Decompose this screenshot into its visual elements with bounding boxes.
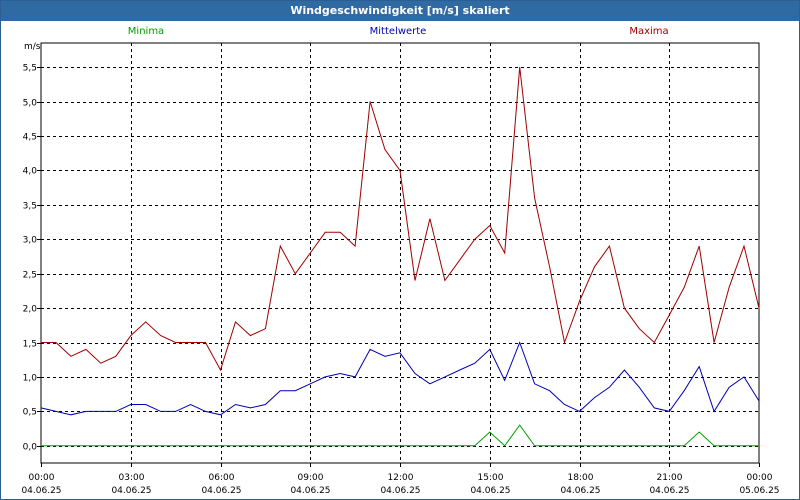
- line-chart: 0,0 0,5 1,0 1,5 2,0 2,5 3,0 3,5 4,0 4,5 5,0 5,5 00:…: [21, 26, 779, 496]
- y-tick-label: 1,0: [23, 374, 38, 384]
- axes: [37, 42, 760, 467]
- x-tick-date: 04.06.25: [560, 486, 600, 496]
- x-tick-time: 06:00: [209, 473, 235, 483]
- y-tick-label: 0,5: [23, 408, 37, 418]
- x-tick-date: 04.06.25: [470, 486, 510, 496]
- series-line-minima: [41, 424, 759, 447]
- window-title: Windgeschwindigkeit [m/s] skaliert: [1, 1, 799, 21]
- x-tick-time: 09:00: [298, 473, 324, 483]
- y-tick-label: 4,5: [23, 133, 37, 143]
- y-tick-label: 1,5: [23, 340, 37, 350]
- x-tick-time: 15:00: [478, 473, 504, 483]
- x-tick-time: 18:00: [568, 473, 594, 483]
- x-tick-date: 04.06.25: [21, 486, 61, 496]
- x-tick-time: 21:00: [657, 473, 683, 483]
- x-tick-time: 00:00: [747, 473, 773, 483]
- x-tick-date: 04.06.25: [649, 486, 689, 496]
- x-axis-ticks: 00:00 04.06.25 03:00 04.06.25 06:00 04.06.25 0…: [21, 473, 779, 496]
- x-tick-time: 03:00: [119, 473, 145, 483]
- y-tick-label: 3,0: [23, 236, 38, 246]
- legend-maxima: Maxima: [629, 26, 668, 37]
- x-tick-date: 04.06.25: [111, 486, 151, 496]
- y-tick-label: 3,5: [23, 202, 37, 212]
- y-tick-label: 2,5: [23, 271, 37, 281]
- legend-minima: Minima: [128, 26, 164, 37]
- y-axis-label: m/s: [24, 42, 41, 52]
- y-tick-label: 2,0: [23, 305, 38, 315]
- y-tick-label: 0,0: [23, 443, 38, 453]
- y-axis-ticks: 0,0 0,5 1,0 1,5 2,0 2,5 3,0 3,5 4,0 4,5 5,0 5,5: [23, 64, 38, 453]
- x-tick-date: 04.06.25: [380, 486, 420, 496]
- legend-mittelwerte: Mittelwerte: [370, 26, 427, 37]
- grid: [41, 43, 759, 463]
- x-tick-date: 05.06.25: [739, 486, 779, 496]
- series-lines: [40, 67, 760, 447]
- x-tick-time: 12:00: [388, 473, 414, 483]
- series-line-maxima: [41, 67, 760, 372]
- y-tick-label: 5,5: [23, 64, 37, 74]
- x-tick-date: 04.06.25: [290, 486, 330, 496]
- series-line-mittelwerte: [40, 341, 760, 416]
- x-tick-date: 04.06.25: [201, 486, 241, 496]
- x-tick-time: 00:00: [29, 473, 55, 483]
- y-tick-label: 5,0: [23, 99, 38, 109]
- y-tick-label: 4,0: [23, 167, 38, 177]
